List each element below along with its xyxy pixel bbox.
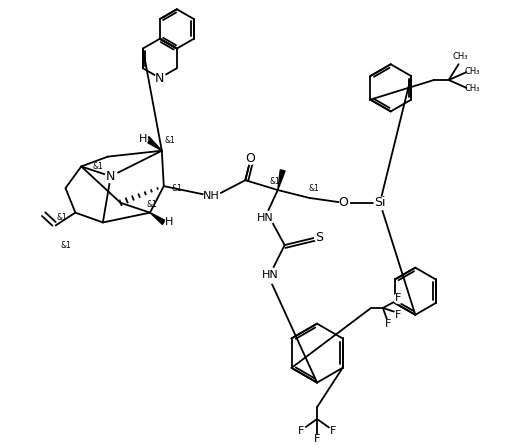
Text: F: F [394, 310, 401, 320]
Text: Si: Si [374, 196, 385, 209]
Text: &1: &1 [56, 213, 67, 222]
Text: F: F [384, 319, 391, 329]
Text: &1: &1 [164, 137, 175, 146]
Text: F: F [298, 426, 305, 436]
Text: &1: &1 [171, 184, 182, 193]
Text: N: N [106, 170, 116, 183]
Text: HN: HN [257, 213, 274, 222]
Text: O: O [246, 152, 255, 165]
Text: CH₃: CH₃ [465, 67, 480, 76]
Text: CH₃: CH₃ [452, 52, 468, 61]
Text: &1: &1 [147, 200, 157, 209]
Polygon shape [150, 213, 165, 224]
Text: F: F [394, 293, 401, 303]
Text: &1: &1 [269, 177, 280, 186]
Text: &1: &1 [92, 162, 103, 171]
Text: O: O [338, 196, 348, 209]
Text: &1: &1 [309, 184, 319, 193]
Text: &1: &1 [60, 241, 71, 250]
Polygon shape [145, 137, 162, 151]
Text: NH: NH [203, 191, 219, 201]
Polygon shape [278, 170, 285, 190]
Text: S: S [315, 231, 323, 244]
Text: H: H [165, 218, 173, 227]
Text: HN: HN [261, 270, 278, 279]
Text: CH₃: CH₃ [465, 85, 480, 93]
Text: N: N [155, 72, 165, 85]
Text: F: F [314, 433, 320, 444]
Text: H: H [139, 134, 147, 144]
Text: F: F [329, 426, 336, 436]
